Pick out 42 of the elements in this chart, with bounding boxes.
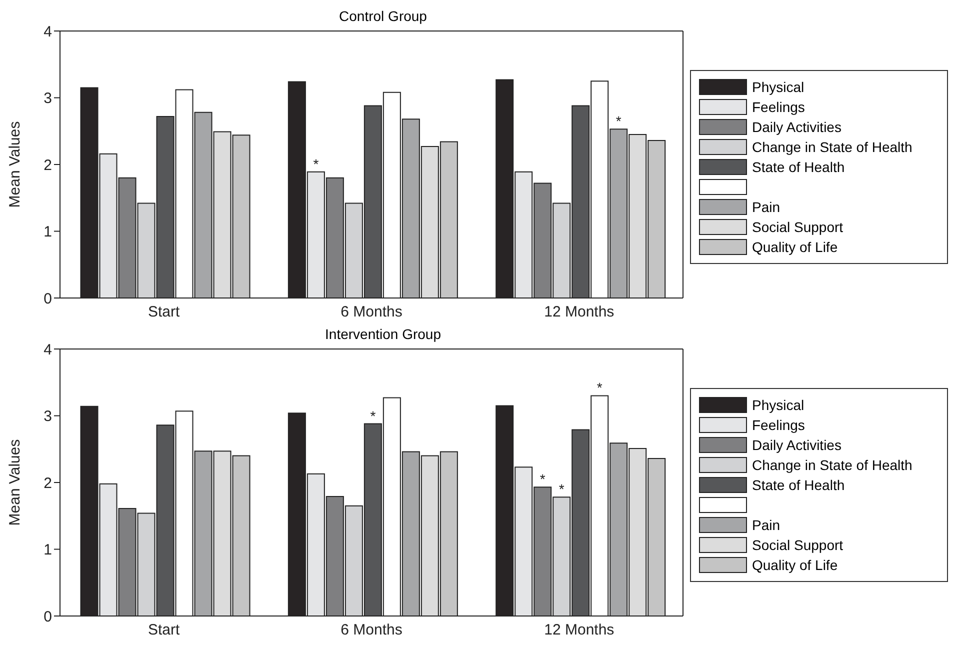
data-label: * — [616, 113, 622, 130]
y-tick-label: 0 — [44, 608, 52, 626]
legend-label: Feelings — [752, 99, 805, 115]
x-tick-label: 12 Months — [544, 622, 614, 639]
legend-label: Daily Activities — [752, 119, 842, 135]
y-tick-label: 1 — [44, 542, 52, 559]
legend-label: Change in State of Health — [752, 457, 912, 473]
legend-label: Pain — [752, 517, 780, 533]
y-tick-label: 3 — [44, 90, 52, 108]
legend-label: Social Support — [752, 219, 844, 235]
data-label: * — [313, 156, 320, 172]
legend-label: Feelings — [752, 417, 805, 433]
legend-label: Daily Activities — [752, 437, 842, 453]
y-tick-label: 1 — [44, 224, 52, 241]
x-tick-label: 6 Months — [340, 304, 402, 321]
data-label: * — [370, 408, 376, 424]
legend-label: Social Support — [752, 537, 844, 553]
y-tick-label: 4 — [44, 23, 52, 40]
chart-title: Intervention Group — [324, 326, 442, 342]
legend-label: Quality of Life — [752, 239, 838, 255]
y-axis-title: Mean Values — [6, 121, 24, 208]
legend-label: Physical — [752, 397, 804, 413]
x-tick-label: Start — [148, 304, 180, 321]
y-tick-label: 0 — [44, 290, 52, 308]
y-tick-label: 2 — [44, 156, 52, 174]
data-label: * — [558, 481, 565, 498]
data-label: * — [540, 471, 546, 488]
legend-label: Pain — [752, 199, 780, 215]
y-axis-title: Mean Values — [6, 439, 24, 526]
legend-label: State of Health — [752, 477, 845, 493]
legend-label: State of Health — [752, 159, 845, 175]
legend-label: Quality of Life — [752, 557, 838, 573]
y-tick-label: 3 — [44, 408, 52, 426]
legend-label: Change in State of Health — [752, 139, 912, 155]
x-tick-label: Start — [148, 622, 180, 639]
x-tick-label: 6 Months — [340, 622, 402, 639]
x-tick-label: 12 Months — [544, 304, 614, 321]
y-tick-label: 4 — [44, 341, 52, 358]
legend-label: Physical — [752, 79, 804, 95]
data-label: * — [596, 380, 603, 396]
y-tick-label: 2 — [44, 474, 52, 492]
chart-title: Control Group — [338, 8, 428, 24]
